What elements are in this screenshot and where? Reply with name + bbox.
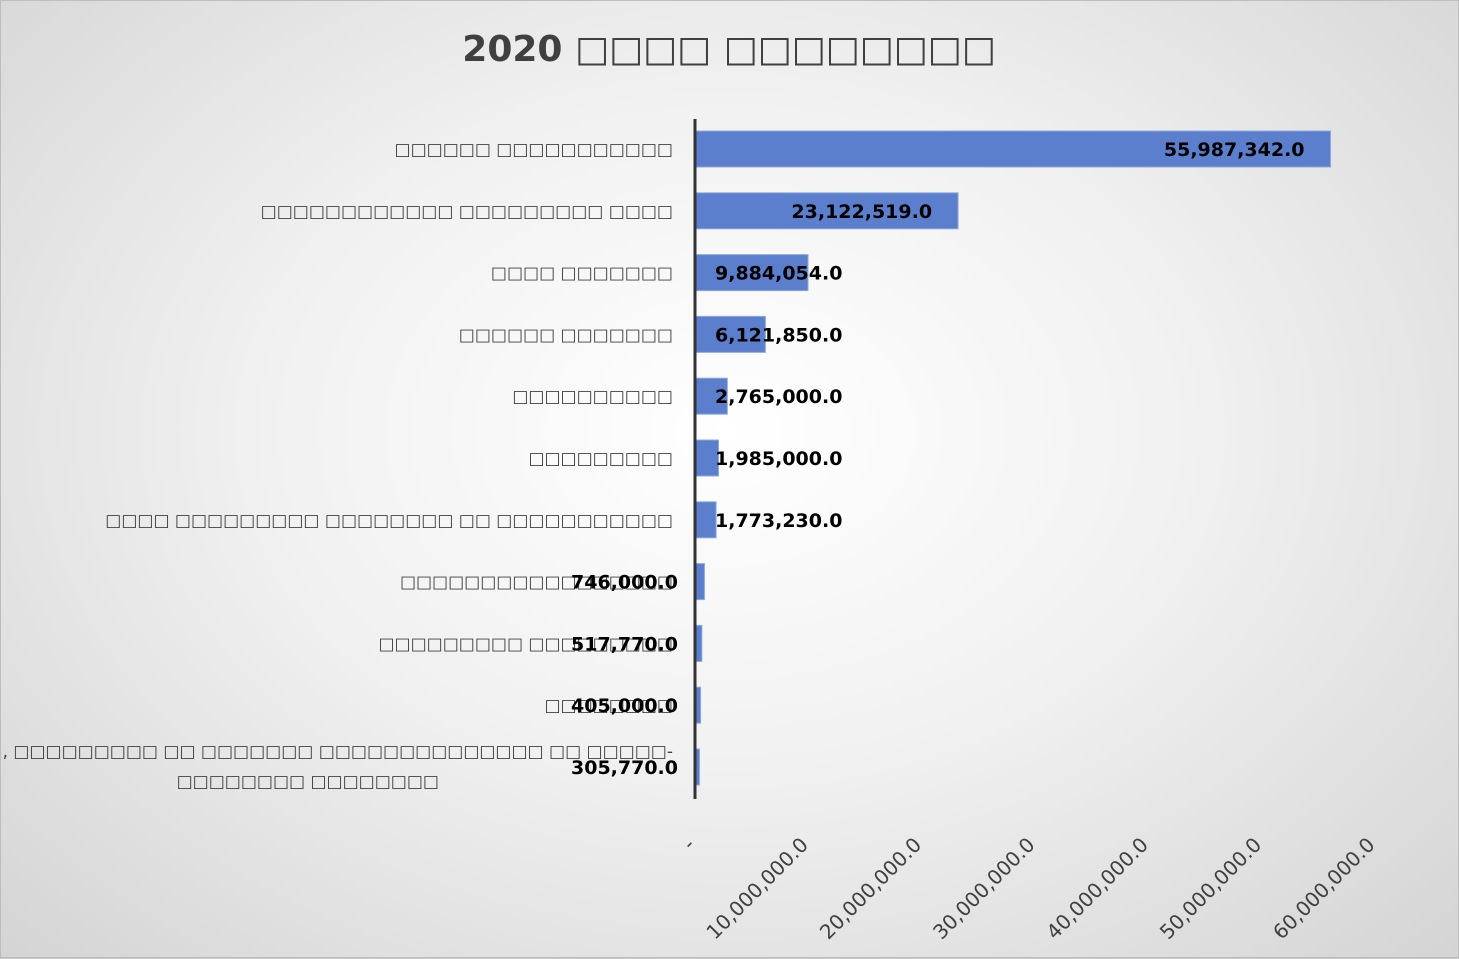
x-axis-ticks: -10,000,000.0 20,000,000.0 30,000,000.0 40,… — [677, 833, 1379, 944]
bar — [695, 748, 700, 786]
x-tick-label: 40,000,000.0 — [1041, 833, 1152, 944]
value-label: 9,884,054.0 — [715, 263, 842, 285]
category-label: □□□□□□ □□□□□□□□□□□ — [395, 140, 673, 160]
bar — [695, 377, 728, 415]
x-tick-label: 50,000,000.0 — [1155, 833, 1266, 944]
value-label: 1,773,230.0 — [715, 510, 842, 532]
bar — [695, 192, 959, 230]
x-tick-label: 60,000,000.0 — [1268, 833, 1379, 944]
chart-title: 2020 □□□□ □□□□□□□□ — [462, 29, 995, 70]
value-label: 305,770.0 — [571, 757, 678, 779]
category-label: □□□□ □□□□□□□ — [491, 264, 673, 284]
x-tick-label: 20,000,000.0 — [815, 833, 926, 944]
category-label: □□□□□□□□□□□□□□□□□ — [400, 573, 673, 593]
value-labels: 55,987,342.0 23,122,519.0 9,884,054.0 6,121… — [571, 139, 1305, 779]
category-label: □□□□□□□□□□□, □□□□□□□□□ □□ □□□□□□□ □□□□□□… — [1, 742, 673, 792]
bar — [695, 130, 1332, 168]
category-label: □□□□□□□□□□ — [512, 387, 673, 407]
value-label: 23,122,519.0 — [791, 201, 932, 223]
category-label: □□□□□□ □□□□□□□ — [459, 325, 673, 345]
x-tick-label: 30,000,000.0 — [928, 833, 1039, 944]
bar — [695, 501, 717, 539]
category-label: □□□□□□□□□□□□ □□□□□□□□□ □□□□ — [261, 202, 673, 222]
x-tick-label: 10,000,000.0 — [701, 833, 812, 944]
x-tick-label: - — [677, 833, 699, 855]
bar — [695, 315, 766, 353]
bars — [695, 130, 1332, 786]
value-label: 55,987,342.0 — [1164, 139, 1305, 161]
category-label: □□□□□□□□ — [545, 696, 674, 716]
category-labels: □□□□□□ □□□□□□□□□□□□□□□□□□□□□□□ □□□□□□□□□… — [1, 140, 673, 792]
value-label: 2,765,000.0 — [715, 386, 842, 408]
value-label: 6,121,850.0 — [715, 324, 842, 346]
category-label: □□□□ □□□□□□□□□ □□□□□□□□ □□ □□□□□□□□□□□ — [105, 511, 673, 531]
bar — [695, 563, 705, 601]
category-label: □□□□□□□□□ □□□□□□□□□ — [378, 634, 673, 654]
bar — [695, 254, 809, 292]
value-label: 517,770.0 — [571, 633, 678, 655]
value-label: 1,985,000.0 — [715, 448, 842, 470]
value-label: 746,000.0 — [571, 572, 678, 594]
category-label: □□□□□□□□□ — [528, 449, 673, 469]
bar — [695, 686, 702, 724]
bar — [695, 624, 703, 662]
value-label: 405,000.0 — [571, 695, 678, 717]
